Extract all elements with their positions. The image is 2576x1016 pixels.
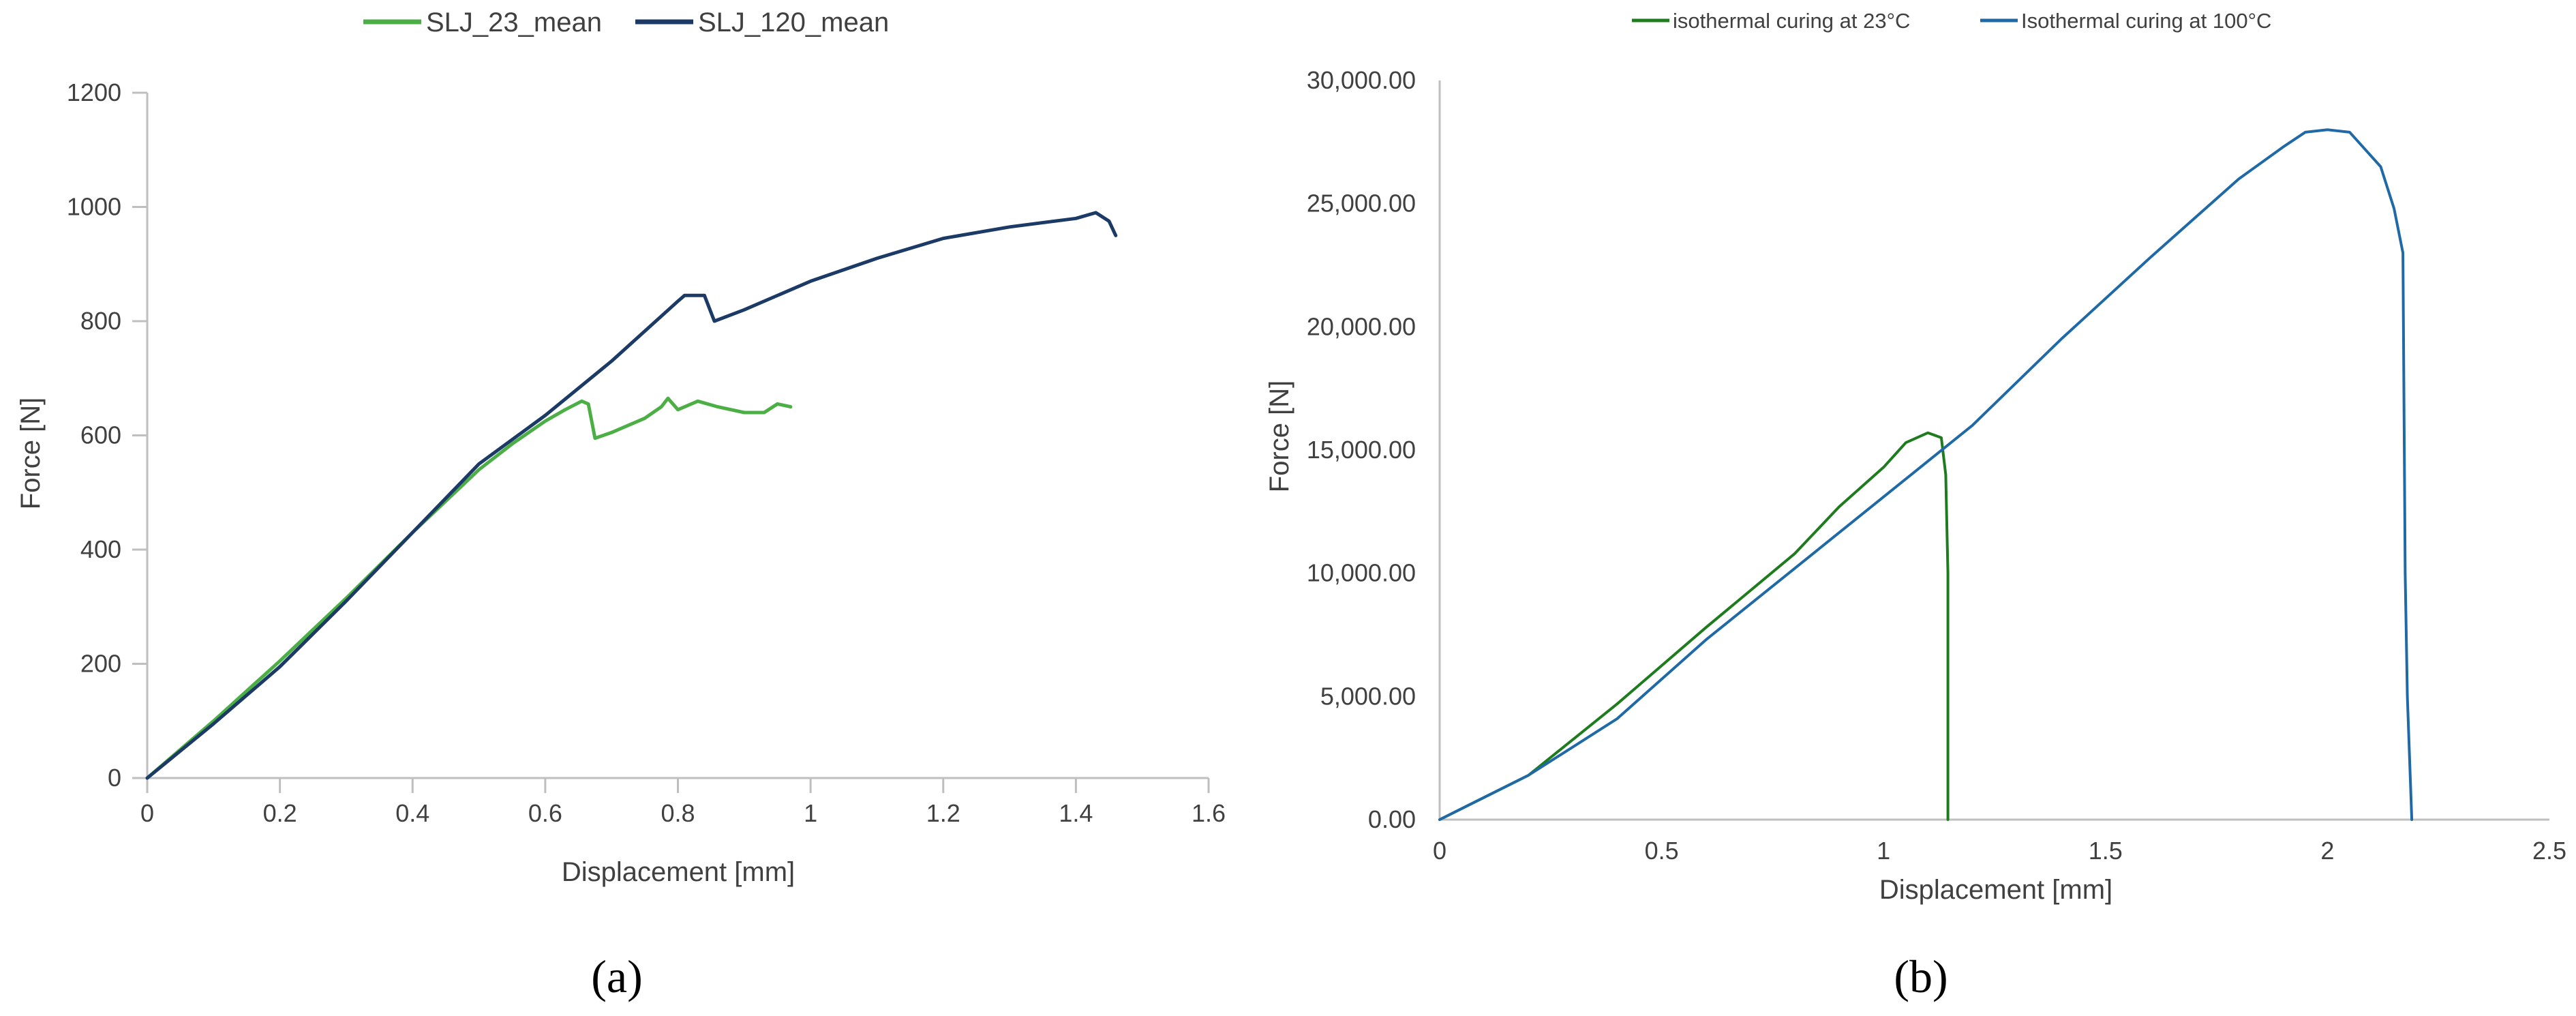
x-tick-label-b: 0 [1433,837,1446,865]
y-tick-label-a: 1000 [67,193,121,221]
y-tick-label-b: 15,000.00 [1307,436,1416,464]
x-tick-label-b: 0.5 [1645,837,1679,865]
y-axis-label-a: Force [N] [16,398,46,509]
x-tick-label-b: 1 [1877,837,1890,865]
legend-b-label-0: isothermal curing at 23°C [1673,9,1910,33]
panel-label-a: (a) [591,951,642,1002]
series-b [1438,128,2414,821]
y-axis-label-b: Force [N] [1264,380,1294,492]
x-tick-label-a: 0.2 [263,799,297,827]
y-tick-label-a: 600 [80,421,121,449]
legend-a: SLJ_23_mean SLJ_120_mean [363,8,889,38]
y-tick-label-b: 25,000.00 [1307,190,1416,218]
series-line-a-1 [145,211,1118,780]
x-tick-label-b: 2 [2320,837,2334,865]
y-tick-label-a: 400 [80,535,121,563]
x-tick-label-a: 0.4 [395,799,429,827]
y-tick-label-a: 200 [80,650,121,678]
x-axis-label-b: Displacement [mm] [1879,875,2112,905]
legend-a-label-0: SLJ_23_mean [426,8,602,38]
series-line-a-0 [145,396,793,780]
panel-label-b: (b) [1894,951,1948,1002]
series-line-b-0 [1438,431,1950,821]
x-tick-label-a: 0.6 [528,799,562,827]
y-tick-label-a: 800 [80,307,121,335]
series-line-b-1 [1438,128,2414,821]
x-tick-label-a: 1 [804,799,817,827]
y-tick-label-b: 30,000.00 [1307,66,1416,94]
x-axis-label-a: Displacement [mm] [562,857,795,887]
series-a [145,211,1118,780]
x-tick-label-a: 1.2 [926,799,960,827]
chart-b: isothermal curing at 23°C Isothermal cur… [1264,9,2566,1002]
legend-a-label-1: SLJ_120_mean [698,8,889,38]
x-tick-label-a: 1.6 [1192,799,1226,827]
y-tick-label-b: 5,000.00 [1320,682,1416,710]
x-tick-label-a: 0.8 [661,799,695,827]
y-tick-label-b: 20,000.00 [1307,312,1416,340]
y-tick-label-b: 0.00 [1368,805,1416,833]
legend-b-label-1: Isothermal curing at 100°C [2021,9,2271,33]
x-tick-label-a: 0 [140,799,154,827]
chart-a: SLJ_23_mean SLJ_120_mean 020040060080010… [16,8,1226,1002]
x-tick-label-b: 1.5 [2089,837,2123,865]
ticks-a: 0 200 400 600 800 1000 1200 0 0.2 0.4 0.6 0.8 1 1.2 1.… [67,78,1226,827]
axes-a [146,93,1209,779]
y-tick-label-a: 0 [108,764,121,792]
y-tick-label-b: 10,000.00 [1307,559,1416,587]
y-tick-label-a: 1200 [67,78,121,106]
ticks-b: 0.00 5,000.00 10,000.00 15,000.00 20,000.00 2… [1307,66,2566,865]
x-tick-label-a: 1.4 [1059,799,1093,827]
x-tick-label-b: 2.5 [2532,837,2566,865]
axes-b [1438,80,2549,821]
legend-b: isothermal curing at 23°C Isothermal cur… [1632,9,2271,33]
